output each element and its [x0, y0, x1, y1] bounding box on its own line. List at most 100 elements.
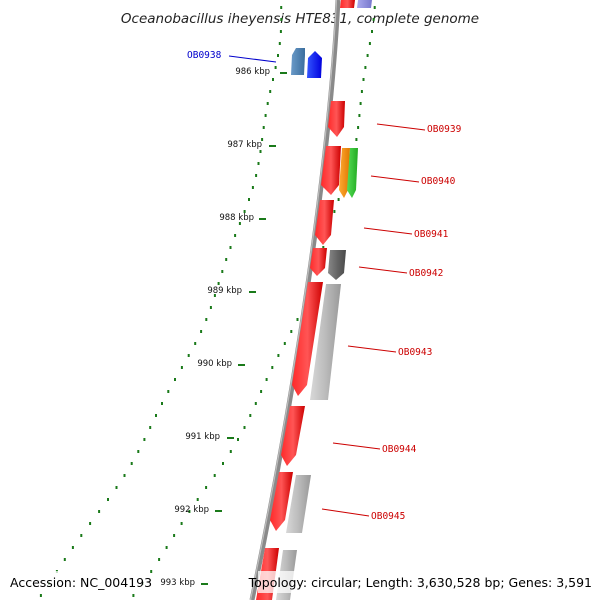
gc-dot — [158, 558, 161, 561]
gene-label-OB0945[interactable]: OB0945 — [371, 511, 405, 522]
gene-label-OB0942[interactable]: OB0942 — [409, 268, 443, 279]
kbp-label-992: 992 kbp — [174, 505, 209, 515]
gc-dot — [264, 114, 267, 117]
gc-dot — [371, 30, 373, 33]
gene-arrow-OB0939 — [328, 101, 345, 137]
gene-label-OB0941[interactable]: OB0941 — [414, 229, 449, 240]
gc-dot — [259, 150, 262, 153]
gc-dot — [130, 462, 133, 465]
gene-label-OB0940[interactable]: OB0940 — [421, 176, 456, 187]
gc-dot — [180, 366, 183, 369]
gc-dot — [196, 498, 199, 501]
gc-dot — [360, 90, 363, 93]
kbp-label-987: 987 kbp — [227, 140, 262, 150]
gc-dot — [188, 510, 191, 513]
gene-arrow-OB0943 — [292, 282, 323, 396]
kbp-label-986: 986 kbp — [235, 67, 270, 77]
gc-dot — [372, 18, 375, 21]
gene-arrow-OB0945 — [270, 472, 293, 531]
kbp-label-988: 988 kbp — [219, 213, 254, 223]
diagram-title: Oceanobacillus iheyensis HTE831, complet… — [121, 11, 479, 27]
gc-dot — [359, 102, 362, 105]
gc-dot — [107, 498, 109, 501]
gc-dot — [333, 210, 336, 213]
gc-dot — [155, 414, 157, 417]
gc-dot — [71, 546, 74, 549]
gc-dot — [272, 78, 274, 81]
gc-dot — [237, 438, 239, 441]
footer-accession-bg — [6, 571, 146, 593]
leader-OB0942 — [358, 266, 408, 274]
gc-dot — [194, 342, 197, 345]
gc-dot — [355, 138, 358, 141]
gene-arrow-OB0944 — [281, 406, 305, 466]
leader-OB0938 — [228, 55, 277, 63]
kbp-label-991: 991 kbp — [185, 432, 220, 442]
gc-dot — [143, 438, 146, 441]
gene-arrow-OB0940-green — [347, 148, 358, 198]
gc-dot — [173, 534, 176, 537]
gc-dot — [132, 594, 135, 597]
leader-OB0943 — [347, 345, 397, 353]
gc-dot — [149, 426, 152, 429]
gc-dot — [277, 354, 280, 357]
gene-arrow-OB0940 — [321, 146, 341, 195]
gc-dot — [123, 474, 126, 477]
gc-dot — [269, 90, 272, 93]
gc-dot — [362, 78, 365, 81]
gc-dot — [89, 522, 92, 525]
gc-dot — [98, 510, 101, 513]
gc-dot — [63, 558, 66, 561]
gc-dot — [137, 450, 140, 453]
gc-dot — [290, 330, 293, 333]
gc-dot — [261, 138, 264, 141]
gc-dot — [279, 30, 282, 33]
gc-dot — [257, 162, 260, 165]
gc-dot — [205, 318, 208, 321]
gc-track-outer — [132, 6, 376, 597]
gene-label-OB0943[interactable]: OB0943 — [398, 347, 432, 358]
kbp-label-989: 989 kbp — [207, 286, 242, 296]
gc-dot — [262, 126, 265, 129]
leader-OB0940 — [370, 175, 420, 183]
gene-arrow-OB0938-blue — [307, 51, 322, 78]
gc-dot — [229, 450, 232, 453]
gc-dot — [364, 66, 367, 69]
gc-dot — [357, 126, 360, 129]
gc-dot — [271, 366, 274, 369]
gene-label-OB0944[interactable]: OB0944 — [382, 444, 417, 455]
gc-dot — [283, 342, 286, 345]
gc-dot — [213, 474, 216, 477]
footer-topology-bg — [258, 571, 595, 593]
gc-dot — [248, 198, 250, 201]
gc-dot — [278, 42, 281, 45]
gc-dot — [251, 186, 254, 189]
gc-dot — [209, 306, 212, 309]
gc-dot — [217, 282, 220, 285]
gc-dot — [221, 270, 224, 273]
footer-topology: Topology: circular; Length: 3,630,528 bp… — [248, 575, 592, 590]
gc-dot — [161, 402, 163, 405]
gc-dot — [280, 6, 283, 9]
gc-dot — [200, 330, 203, 333]
gc-dot — [274, 66, 277, 69]
gene-label-OB0939[interactable]: OB0939 — [427, 124, 462, 135]
gc-dot — [80, 534, 83, 537]
gene-label-OB0938[interactable]: OB0938 — [187, 50, 222, 61]
gc-dot — [254, 402, 257, 405]
gc-dot — [238, 222, 241, 225]
gene-arrow-OB0942-dark — [328, 250, 346, 280]
gene-arrow-OB0941 — [315, 200, 334, 245]
leader-OB0939 — [376, 123, 426, 131]
gc-dot — [213, 294, 216, 297]
gc-dot — [187, 354, 190, 357]
gc-dot — [249, 414, 252, 417]
gc-dot — [243, 210, 246, 213]
gene-arrow-OB0942 — [310, 248, 327, 276]
genome-backbone-highlight — [249, 0, 338, 600]
gc-dot — [150, 570, 153, 573]
gene-arrow-OB0943-grey — [310, 284, 341, 400]
gc-dot — [229, 246, 232, 249]
gc-dot — [39, 594, 42, 597]
